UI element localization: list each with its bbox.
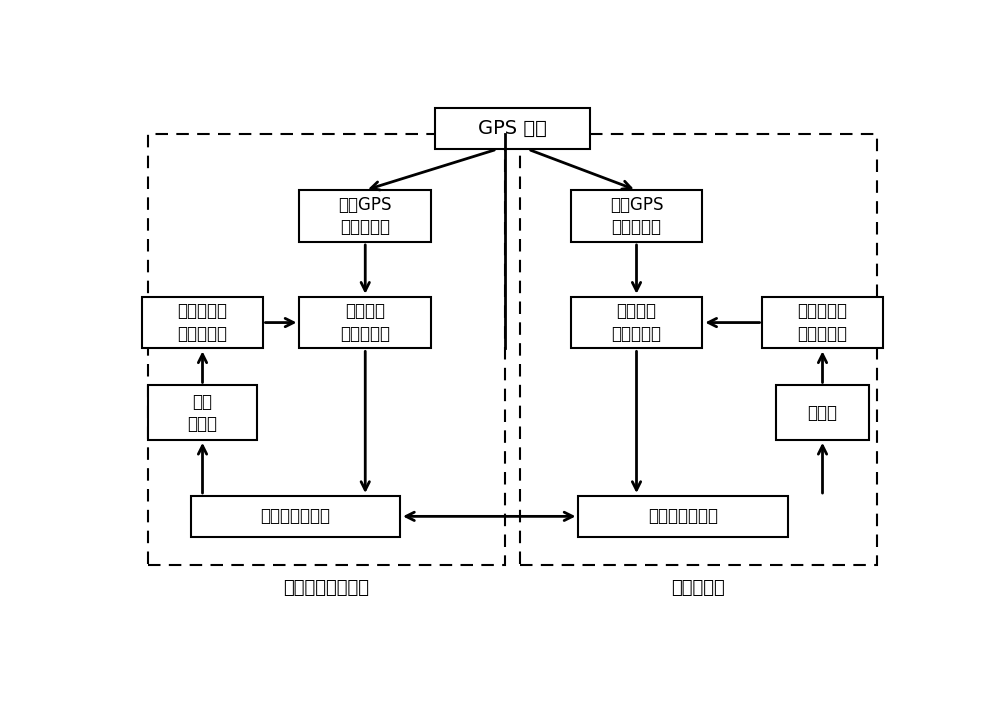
- Text: 现场控制计算机: 现场控制计算机: [260, 508, 330, 525]
- Bar: [191, 496, 400, 537]
- Bar: [578, 496, 788, 537]
- Bar: [520, 134, 877, 566]
- Text: 直流
电压源: 直流 电压源: [188, 393, 218, 432]
- Bar: [571, 190, 702, 242]
- Text: 第二时间
间隔计数器: 第二时间 间隔计数器: [612, 303, 662, 342]
- Bar: [148, 134, 505, 566]
- Bar: [435, 108, 590, 149]
- Text: 第一GPS
共视接收机: 第一GPS 共视接收机: [338, 196, 392, 236]
- Text: 第二电压频
率转换模块: 第二电压频 率转换模块: [798, 303, 848, 342]
- Bar: [299, 190, 431, 242]
- Text: GPS 卫星: GPS 卫星: [478, 119, 547, 138]
- Text: 第一电压频
率转换模块: 第一电压频 率转换模块: [178, 303, 228, 342]
- Bar: [762, 296, 883, 349]
- Text: 标准器: 标准器: [808, 403, 838, 422]
- Text: 远程实验室: 远程实验室: [672, 579, 725, 597]
- Text: 第一时间
间隔计数器: 第一时间 间隔计数器: [340, 303, 390, 342]
- Text: 第二GPS
共视接收机: 第二GPS 共视接收机: [610, 196, 663, 236]
- Text: 远端控制计算机: 远端控制计算机: [648, 508, 718, 525]
- Bar: [142, 296, 263, 349]
- Bar: [571, 296, 702, 349]
- Bar: [148, 386, 257, 440]
- Text: 现场检定校准设备: 现场检定校准设备: [284, 579, 370, 597]
- Bar: [299, 296, 431, 349]
- Bar: [776, 386, 869, 440]
